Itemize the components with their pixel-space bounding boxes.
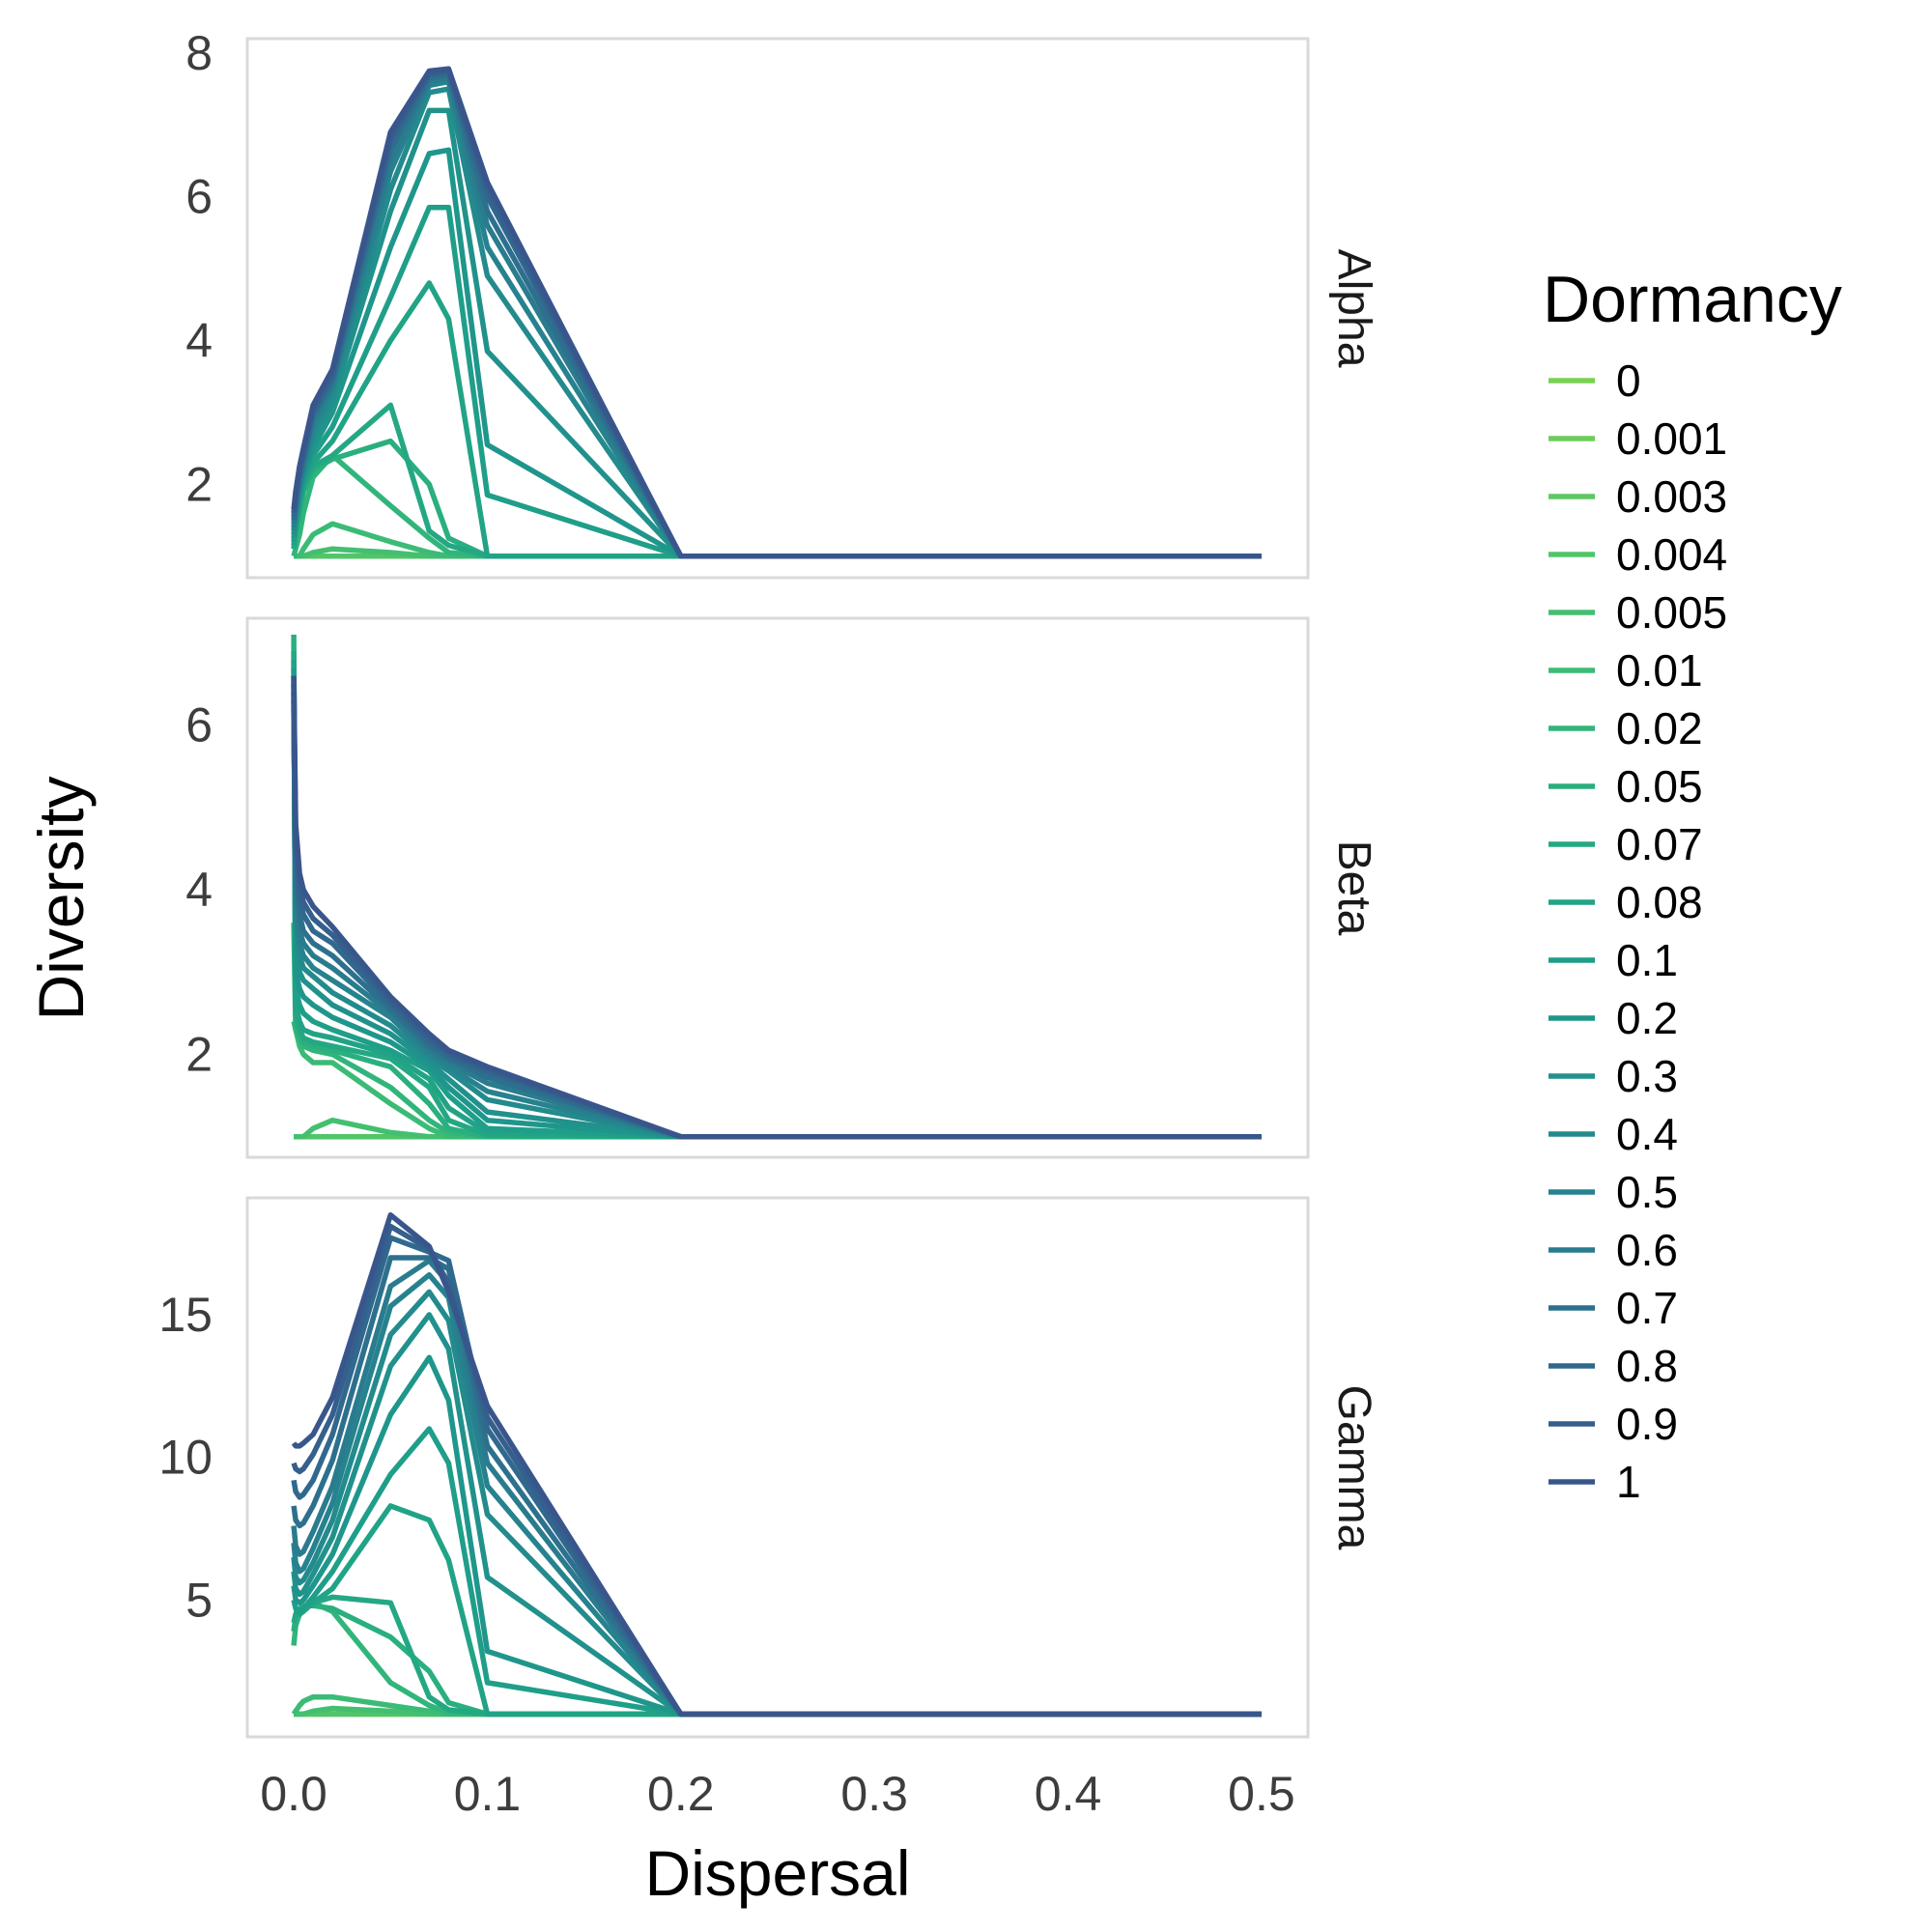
legend-label: 0	[1616, 355, 1641, 406]
legend-item: 0.004	[1548, 529, 1727, 580]
panel-border	[245, 37, 1310, 580]
series-line-0.02	[291, 1600, 1262, 1718]
series-line-0.4	[291, 86, 1262, 559]
legend-item: 0	[1548, 355, 1641, 406]
legend-item: 0.005	[1548, 587, 1727, 638]
legend-label: 0.003	[1616, 471, 1727, 522]
legend: Dormancy 0 0.001 0.003 0.004 0.005 0.01 0.02 0.…	[1543, 263, 1842, 1507]
series-lines	[291, 1211, 1262, 1718]
legend-item: 0.001	[1548, 413, 1727, 464]
x-tick-label: 0.1	[454, 1767, 522, 1821]
legend-title: Dormancy	[1543, 263, 1842, 336]
legend-item: 0.8	[1548, 1341, 1678, 1391]
legend-label: 1	[1616, 1457, 1641, 1507]
legend-item: 0.07	[1548, 819, 1703, 869]
strip-label-beta: Beta	[1328, 840, 1379, 936]
series-lines	[291, 634, 1262, 1140]
series-line-0.7	[291, 71, 1262, 559]
legend-item: 0.02	[1548, 703, 1703, 753]
y-tick-label: 15	[158, 1288, 213, 1342]
series-line-0.3	[291, 107, 1262, 559]
legend-label: 0.02	[1616, 703, 1703, 753]
legend-item: 0.003	[1548, 471, 1727, 522]
y-tick-label: 4	[185, 313, 213, 367]
x-tick-label: 0.5	[1228, 1767, 1295, 1821]
legend-label: 0.6	[1616, 1225, 1678, 1275]
legend-item: 0.1	[1548, 935, 1678, 985]
y-axis-title: Diversity	[25, 776, 97, 1020]
legend-item: 0.3	[1548, 1051, 1678, 1101]
legend-label: 0.08	[1616, 877, 1703, 927]
panel-alpha: 2 4 6 8 Alpha	[185, 26, 1379, 580]
x-tick-label: 0.4	[1035, 1767, 1102, 1821]
legend-label: 0.2	[1616, 993, 1678, 1043]
legend-label: 0.004	[1616, 529, 1727, 580]
strip-label-alpha: Alpha	[1328, 249, 1379, 368]
legend-item: 1	[1548, 1457, 1641, 1507]
legend-item: 0.01	[1548, 645, 1703, 696]
legend-item: 0.6	[1548, 1225, 1678, 1275]
legend-label: 0.5	[1616, 1167, 1678, 1217]
y-tick-label: 5	[185, 1573, 213, 1627]
series-line-1	[291, 1211, 1262, 1718]
legend-label: 0.01	[1616, 645, 1703, 696]
legend-item: 0.5	[1548, 1167, 1678, 1217]
x-tick-label: 0.0	[260, 1767, 327, 1821]
series-lines	[291, 66, 1262, 559]
legend-label: 0.7	[1616, 1283, 1678, 1333]
x-axis-title: Dispersal	[644, 1837, 910, 1909]
series-line-0.2	[291, 147, 1262, 559]
series-line-0.05	[291, 1603, 1262, 1718]
legend-label: 0.8	[1616, 1341, 1678, 1391]
legend-label: 0.1	[1616, 935, 1678, 985]
legend-item: 0.05	[1548, 761, 1703, 811]
legend-label: 0.005	[1616, 587, 1727, 638]
panel-gamma: 5 10 15 Gamma	[158, 1196, 1379, 1739]
legend-item: 0.4	[1548, 1109, 1678, 1159]
legend-item: 0.9	[1548, 1399, 1678, 1449]
legend-item: 0.08	[1548, 877, 1703, 927]
panel-beta: 2 4 6 Beta	[185, 616, 1379, 1159]
series-line-0.5	[291, 1271, 1262, 1718]
y-tick-label: 4	[185, 863, 213, 917]
series-line-0.7	[291, 1255, 1262, 1718]
series-line-0.4	[291, 1289, 1262, 1718]
legend-item: 0.7	[1548, 1283, 1678, 1333]
legend-label: 0.4	[1616, 1109, 1678, 1159]
y-tick-label: 10	[158, 1431, 213, 1485]
series-line-0.3	[291, 684, 1262, 1140]
series-line-0.9	[291, 1223, 1262, 1718]
y-tick-label: 8	[185, 26, 213, 80]
panel-border	[245, 616, 1310, 1159]
x-axis: 0.0 0.1 0.2 0.3 0.4 0.5	[260, 1767, 1294, 1821]
x-tick-label: 0.2	[647, 1767, 715, 1821]
panel-border	[245, 1196, 1310, 1739]
legend-label: 0.9	[1616, 1399, 1678, 1449]
series-line-0.8	[291, 70, 1262, 559]
y-tick-label: 6	[185, 698, 213, 753]
legend-item: 0.2	[1548, 993, 1678, 1043]
legend-label: 0.07	[1616, 819, 1703, 869]
legend-label: 0.05	[1616, 761, 1703, 811]
x-tick-label: 0.3	[840, 1767, 908, 1821]
y-tick-label: 2	[185, 457, 213, 511]
legend-label: 0.001	[1616, 413, 1727, 464]
series-line-1	[291, 66, 1262, 559]
series-line-0.07	[291, 1594, 1262, 1718]
series-line-0.1	[291, 1426, 1262, 1718]
y-tick-label: 2	[185, 1028, 213, 1082]
strip-label-gamma: Gamma	[1328, 1385, 1379, 1550]
y-tick-label: 6	[185, 170, 213, 224]
series-line-1	[291, 675, 1262, 1140]
chart-panels: 2 4 6 8 Alpha 2 4 6 Beta 5 10 15 Gamma	[158, 26, 1379, 1739]
legend-label: 0.3	[1616, 1051, 1678, 1101]
series-line-0.9	[291, 68, 1262, 559]
series-line-0.07	[291, 402, 1262, 559]
